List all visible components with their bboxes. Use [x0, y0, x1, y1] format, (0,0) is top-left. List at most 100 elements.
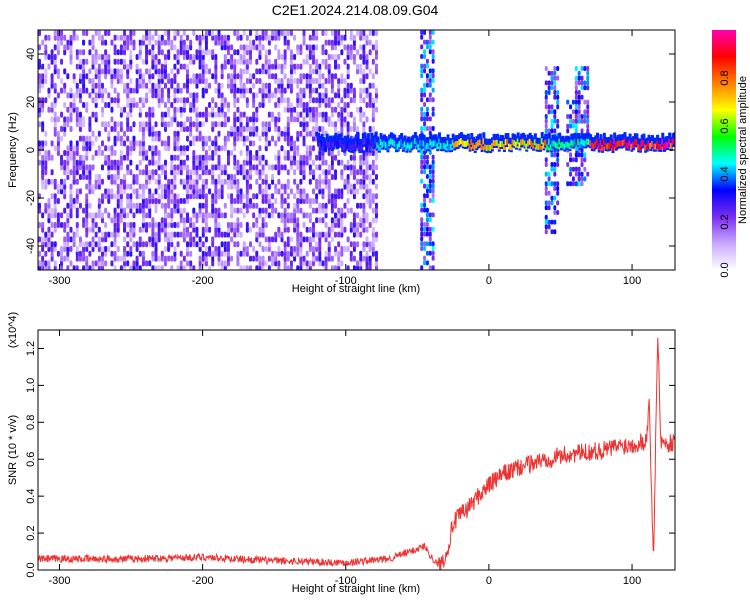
heatmap-cell [217, 121, 221, 128]
heatmap-cell [94, 68, 98, 75]
heatmap-cell [60, 39, 64, 46]
heatmap-cell [248, 58, 252, 65]
heatmap-cell [123, 188, 127, 195]
heatmap-cell [75, 111, 79, 118]
heatmap-cell [327, 39, 331, 46]
heatmap-burst-cell [420, 169, 424, 175]
heatmap-cell [305, 126, 309, 132]
heatmap-cell [163, 217, 167, 224]
heatmap-cell [85, 87, 89, 94]
heatmap-cell [226, 246, 230, 252]
heatmap-cell [258, 87, 262, 94]
heatmap-cell [230, 202, 234, 209]
heatmap-burst-cell [569, 171, 573, 177]
heatmap-cell [94, 73, 98, 80]
heatmap-cell [148, 198, 152, 204]
heatmap-band-cell [573, 138, 577, 145]
heatmap-cell [371, 111, 375, 118]
heatmap-cell [352, 246, 356, 252]
heatmap-cell [245, 188, 249, 195]
heatmap-cell [289, 116, 293, 123]
heatmap-cell [123, 130, 127, 137]
heatmap-cell [192, 241, 196, 248]
heatmap-cell [176, 58, 180, 65]
heatmap-cell [343, 226, 347, 233]
heatmap-cell [148, 222, 152, 228]
heatmap-burst-cell [420, 236, 424, 242]
heatmap-cell [88, 178, 92, 185]
heatmap-burst-cell [425, 44, 429, 50]
heatmap-cell [289, 164, 293, 171]
heatmap-cell [327, 246, 331, 252]
heatmap-cell [274, 44, 278, 51]
heatmap-cell [302, 159, 306, 166]
heatmap-cell [220, 111, 224, 118]
heatmap-cell [50, 49, 54, 56]
heatmap-cell [337, 116, 341, 123]
heatmap-cell [248, 44, 252, 51]
heatmap-cell [94, 222, 98, 228]
heatmap-cell [198, 63, 202, 70]
heatmap-cell [145, 222, 149, 228]
heatmap-cell [324, 49, 328, 56]
heatmap-cell [302, 106, 306, 113]
heatmap-cell [305, 226, 309, 233]
heatmap-cell [233, 222, 237, 228]
heatmap-cell [299, 260, 303, 267]
heatmap-burst-cell [566, 99, 570, 105]
heatmap-cell [63, 193, 67, 200]
x-tick-label: -100 [335, 575, 357, 587]
heatmap-cell [119, 159, 123, 166]
heatmap-cell [217, 174, 221, 180]
heatmap-cell [63, 183, 67, 190]
heatmap-cell [201, 212, 205, 219]
heatmap-cell [318, 178, 322, 185]
heatmap-cell [179, 87, 183, 94]
heatmap-cell [245, 68, 249, 75]
heatmap-cell [208, 145, 212, 152]
heatmap-cell [321, 188, 325, 195]
heatmap-cell [100, 140, 104, 147]
heatmap-cell [63, 207, 67, 214]
snr-series-line [38, 337, 675, 570]
heatmap-cell [104, 260, 108, 267]
heatmap-cell [217, 154, 221, 161]
heatmap-cell [145, 164, 149, 171]
heatmap-cell [138, 54, 142, 60]
heatmap-cell [267, 246, 271, 252]
heatmap-cell [82, 121, 86, 128]
heatmap-cell [296, 63, 300, 70]
heatmap-cell [173, 111, 177, 118]
heatmap-cell [255, 30, 259, 36]
heatmap-cell [50, 222, 54, 228]
heatmap-cell [60, 246, 64, 252]
heatmap-cell [255, 106, 259, 113]
heatmap-cell [252, 164, 256, 171]
y-tick-label: 0.8 [25, 415, 37, 430]
heatmap-cell [296, 183, 300, 190]
heatmap-cell [261, 169, 265, 176]
heatmap-cell [277, 169, 281, 176]
heatmap-cell [308, 49, 312, 56]
heatmap-cell [94, 102, 98, 108]
heatmap-cell [261, 226, 265, 233]
heatmap-cell [296, 164, 300, 171]
heatmap-cell [315, 58, 319, 65]
heatmap-cell [211, 150, 215, 156]
heatmap-cell [69, 116, 73, 123]
heatmap-cell [299, 265, 303, 270]
heatmap-cell [324, 231, 328, 238]
heatmap-cell [258, 102, 262, 108]
heatmap-cell [258, 39, 262, 46]
heatmap-cell [356, 265, 360, 270]
heatmap-cell [204, 135, 208, 142]
heatmap-cell [214, 150, 218, 156]
heatmap-band-cell [320, 139, 324, 146]
heatmap-cell [368, 39, 372, 46]
heatmap-cell [277, 102, 281, 108]
heatmap-cell [214, 58, 218, 65]
heatmap-band-cell [419, 140, 423, 147]
heatmap-cell [248, 265, 252, 270]
heatmap-cell [198, 154, 202, 161]
heatmap-cell [239, 34, 243, 41]
